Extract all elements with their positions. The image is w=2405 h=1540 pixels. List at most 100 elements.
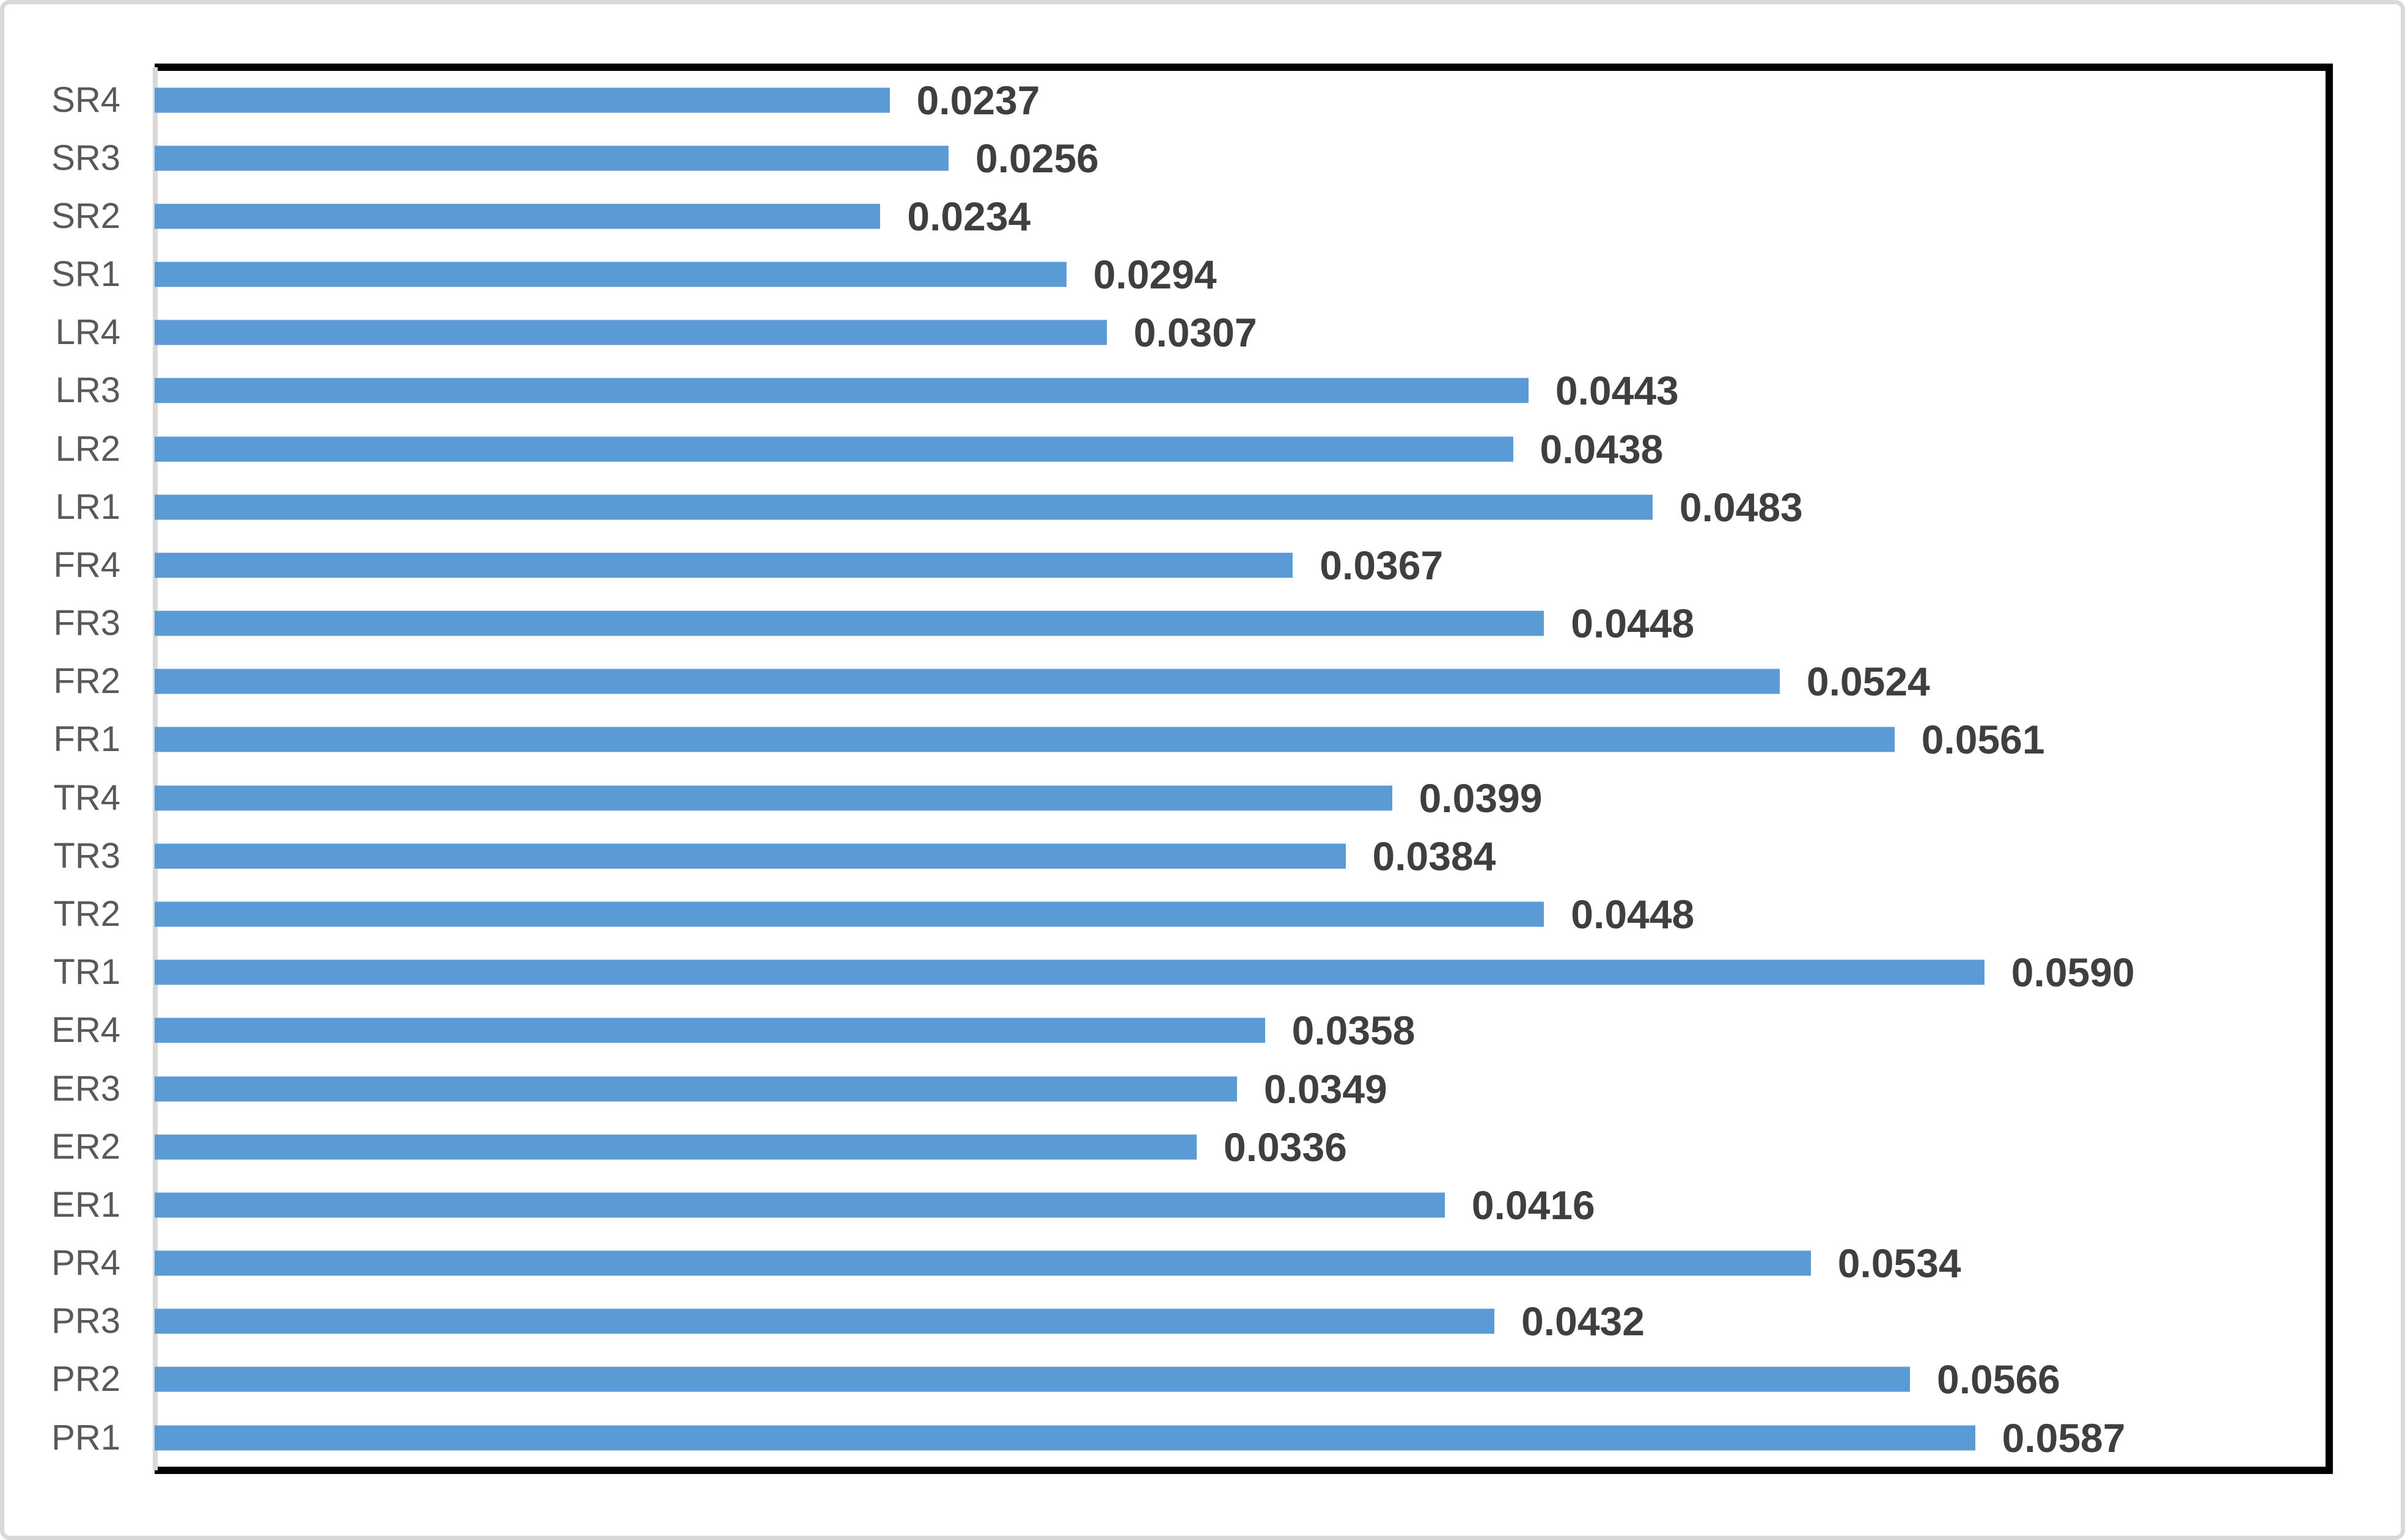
bar	[155, 1076, 1237, 1101]
value-label: 0.0349	[1263, 1066, 1387, 1112]
value-label: 0.0432	[1521, 1299, 1645, 1344]
bar	[155, 785, 1392, 811]
bar	[155, 436, 1513, 462]
plot-area-border	[155, 64, 2333, 1474]
value-label: 0.0534	[1837, 1241, 1961, 1286]
bar-row: TR3 0.0384	[53, 827, 2326, 885]
bar-row: SR2 0.0234	[51, 187, 2326, 245]
value-label: 0.0416	[1471, 1182, 1595, 1228]
category-label: FR1	[53, 719, 120, 760]
bar-row: SR1 0.0294	[51, 246, 2326, 304]
value-label: 0.0294	[1093, 252, 1217, 298]
value-label: 0.0587	[2002, 1415, 2126, 1461]
category-label: FR4	[53, 544, 120, 585]
bar	[155, 494, 1653, 520]
bar	[155, 669, 1780, 694]
bar	[155, 901, 1544, 927]
category-label: PR4	[51, 1243, 120, 1283]
bar-row: FR2 0.0524	[53, 653, 2326, 711]
category-label: FR3	[53, 603, 120, 644]
category-label: ER3	[51, 1068, 120, 1109]
value-label: 0.0590	[2011, 950, 2135, 996]
bar	[155, 727, 1895, 752]
value-label: 0.0524	[1806, 659, 1930, 705]
bar-chart: SR4 0.0237 SR3 0.0256 SR2 0.0234 SR1 0.0294 LR4 0…	[51, 71, 2326, 1467]
bar-row: FR4 0.0367	[53, 536, 2326, 594]
category-label: ER4	[51, 1010, 120, 1050]
bar	[155, 1425, 1975, 1451]
category-label: TR4	[53, 777, 120, 818]
bar-row: PR1 0.0587	[51, 1409, 2326, 1467]
value-label: 0.0367	[1320, 542, 1444, 588]
category-label: TR2	[53, 893, 120, 934]
bar	[155, 320, 1107, 345]
value-label: 0.0307	[1133, 310, 1257, 356]
value-label: 0.0448	[1571, 601, 1695, 647]
value-label: 0.0336	[1224, 1124, 1347, 1170]
value-label: 0.0561	[1921, 717, 2045, 763]
bar-row: FR3 0.0448	[53, 595, 2326, 653]
value-label: 0.0443	[1555, 368, 1679, 414]
category-label: SR3	[51, 138, 120, 178]
value-label: 0.0256	[975, 135, 1099, 181]
bar-row: PR4 0.0534	[51, 1234, 2326, 1292]
value-label: 0.0399	[1419, 775, 1543, 821]
category-label: SR1	[51, 254, 120, 295]
value-label: 0.0234	[907, 193, 1031, 239]
bar	[155, 1018, 1265, 1043]
category-label: FR2	[53, 661, 120, 702]
bar	[155, 610, 1544, 636]
value-label: 0.0237	[916, 77, 1040, 123]
bar-row: LR3 0.0443	[56, 362, 2326, 420]
bar-row: PR3 0.0432	[51, 1292, 2326, 1351]
bar	[155, 1134, 1197, 1160]
bar	[155, 959, 1985, 985]
category-label: LR3	[55, 370, 120, 411]
value-label: 0.0438	[1540, 426, 1664, 472]
category-label: ER1	[51, 1184, 120, 1225]
bar-row: TR2 0.0448	[53, 885, 2326, 943]
category-label: PR1	[51, 1417, 120, 1458]
category-label: ER2	[51, 1126, 120, 1167]
bar-row: ER1 0.0416	[51, 1176, 2326, 1234]
bar-row: SR4 0.0237	[51, 71, 2326, 129]
bar-row: LR4 0.0307	[56, 304, 2326, 362]
bar	[155, 87, 890, 113]
bar	[155, 1192, 1445, 1218]
bar-row: FR1 0.0561	[53, 711, 2326, 769]
bar	[155, 378, 1529, 403]
category-label: TR1	[53, 952, 120, 992]
bar	[155, 552, 1293, 578]
category-label: SR4	[51, 79, 120, 120]
bar-row: ER2 0.0336	[51, 1118, 2326, 1176]
value-label: 0.0358	[1291, 1008, 1415, 1054]
bar-row: LR1 0.0483	[56, 478, 2326, 536]
bar-row: SR3 0.0256	[51, 129, 2326, 187]
value-label: 0.0566	[1937, 1357, 2060, 1402]
category-label: PR2	[51, 1359, 120, 1399]
value-label: 0.0448	[1571, 891, 1695, 937]
bar	[155, 1308, 1495, 1334]
category-label: TR3	[53, 835, 120, 876]
category-label: LR1	[55, 486, 120, 527]
bar	[155, 843, 1346, 869]
bar-row: TR1 0.0590	[53, 944, 2326, 1002]
bar-row: ER4 0.0358	[51, 1002, 2326, 1060]
bar	[155, 1366, 1910, 1392]
bar-row: TR4 0.0399	[53, 769, 2326, 827]
value-label: 0.0384	[1372, 833, 1496, 879]
category-axis-line	[153, 67, 158, 1470]
category-label: LR2	[55, 428, 120, 469]
bar	[155, 204, 881, 229]
bar	[155, 145, 949, 171]
category-label: PR3	[51, 1301, 120, 1341]
bar-row: ER3 0.0349	[51, 1060, 2326, 1118]
category-label: SR2	[51, 196, 120, 236]
bar-row: LR2 0.0438	[56, 420, 2326, 478]
bar-row: PR2 0.0566	[51, 1351, 2326, 1409]
bar	[155, 1250, 1811, 1276]
category-label: LR4	[55, 312, 120, 353]
value-label: 0.0483	[1679, 484, 1803, 530]
bar	[155, 262, 1067, 287]
